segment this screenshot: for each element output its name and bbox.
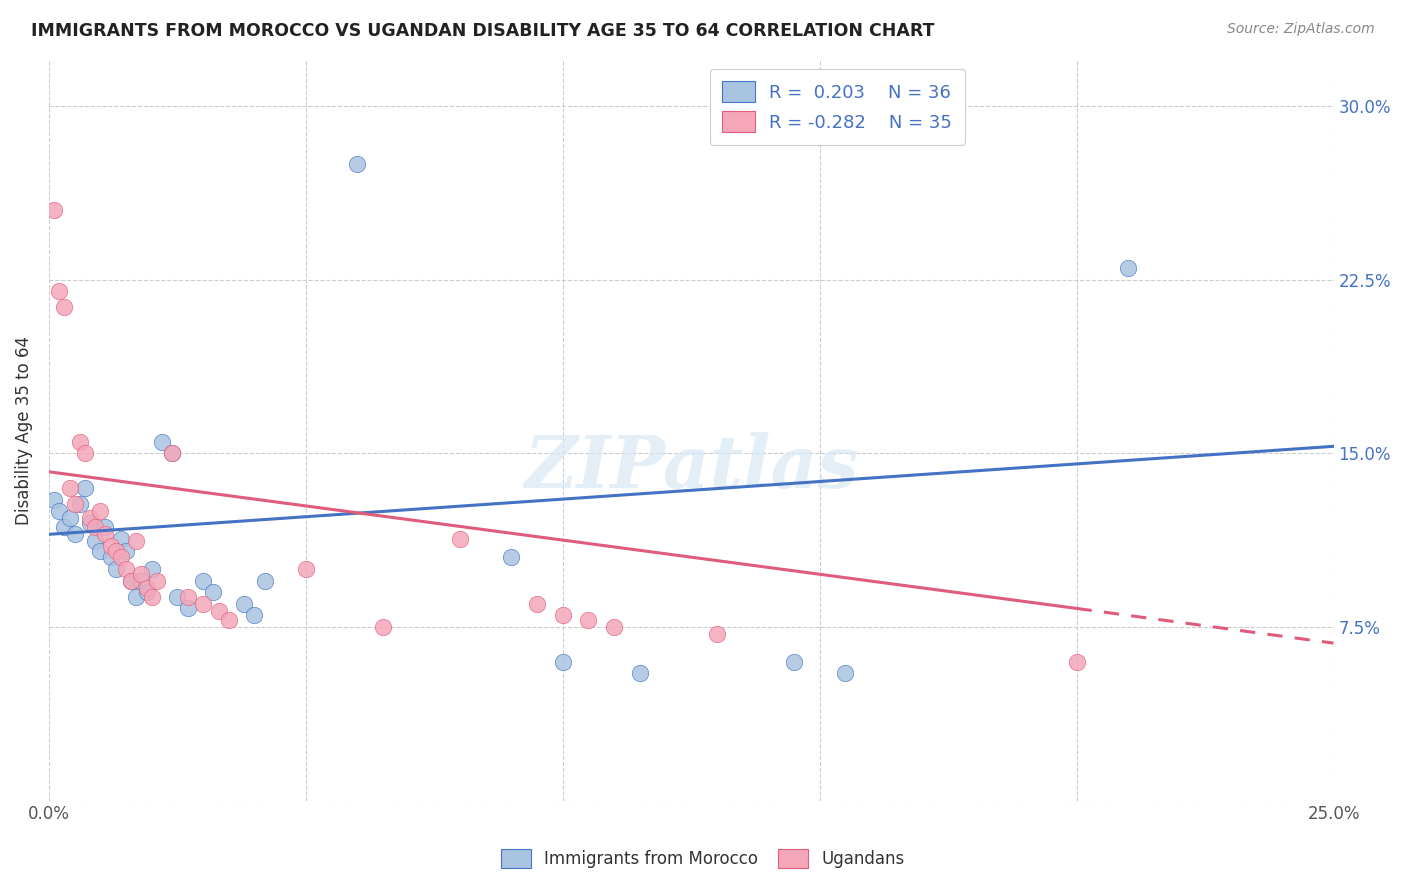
Point [1066, 655, 1088, 669]
Point [233, 597, 256, 611]
Point [53, 301, 76, 315]
Point [115, 543, 138, 558]
Point [48, 504, 70, 518]
Point [104, 562, 127, 576]
Point [110, 550, 132, 565]
Point [177, 590, 200, 604]
Point [162, 446, 184, 460]
Point [146, 574, 169, 588]
Point [191, 574, 214, 588]
Point [551, 655, 574, 669]
Y-axis label: Disability Age 35 to 64: Disability Age 35 to 64 [15, 335, 32, 524]
Point [58, 481, 80, 495]
Point [141, 562, 163, 576]
Point [115, 562, 138, 576]
Point [69, 434, 91, 449]
Point [42, 492, 65, 507]
Point [243, 608, 266, 623]
Point [135, 581, 157, 595]
Point [69, 497, 91, 511]
Point [706, 627, 728, 641]
Point [1116, 260, 1139, 275]
Point [84, 520, 107, 534]
Text: IMMIGRANTS FROM MOROCCO VS UGANDAN DISABILITY AGE 35 TO 64 CORRELATION CHART: IMMIGRANTS FROM MOROCCO VS UGANDAN DISAB… [31, 22, 935, 40]
Point [166, 590, 188, 604]
Point [135, 585, 157, 599]
Point [202, 585, 225, 599]
Point [79, 511, 101, 525]
Point [177, 601, 200, 615]
Point [120, 574, 142, 588]
Point [42, 203, 65, 218]
Point [58, 511, 80, 525]
Point [295, 562, 318, 576]
Point [104, 543, 127, 558]
Point [131, 566, 153, 581]
Point [628, 666, 651, 681]
Point [141, 590, 163, 604]
Point [131, 574, 153, 588]
Point [94, 527, 117, 541]
Point [100, 539, 122, 553]
Point [603, 620, 626, 634]
Point [834, 666, 856, 681]
Point [94, 520, 117, 534]
Point [578, 613, 600, 627]
Point [162, 446, 184, 460]
Point [110, 532, 132, 546]
Text: ZIPatlas: ZIPatlas [524, 432, 858, 503]
Text: Source: ZipAtlas.com: Source: ZipAtlas.com [1227, 22, 1375, 37]
Point [150, 434, 173, 449]
Point [73, 481, 96, 495]
Point [100, 550, 122, 565]
Legend: Immigrants from Morocco, Ugandans: Immigrants from Morocco, Ugandans [492, 840, 914, 877]
Point [89, 504, 111, 518]
Point [53, 520, 76, 534]
Point [63, 527, 86, 541]
Point [125, 590, 148, 604]
Point [125, 534, 148, 549]
Point [346, 157, 368, 171]
Point [120, 574, 142, 588]
Point [449, 532, 471, 546]
Point [73, 446, 96, 460]
Point [48, 284, 70, 298]
Point [253, 574, 276, 588]
Point [526, 597, 548, 611]
Legend: R =  0.203    N = 36, R = -0.282    N = 35: R = 0.203 N = 36, R = -0.282 N = 35 [710, 69, 965, 145]
Point [501, 550, 523, 565]
Point [783, 655, 806, 669]
Point [63, 497, 86, 511]
Point [207, 604, 229, 618]
Point [79, 516, 101, 530]
Point [191, 597, 214, 611]
Point [371, 620, 394, 634]
Point [89, 543, 111, 558]
Point [84, 534, 107, 549]
Point [218, 613, 240, 627]
Point [551, 608, 574, 623]
